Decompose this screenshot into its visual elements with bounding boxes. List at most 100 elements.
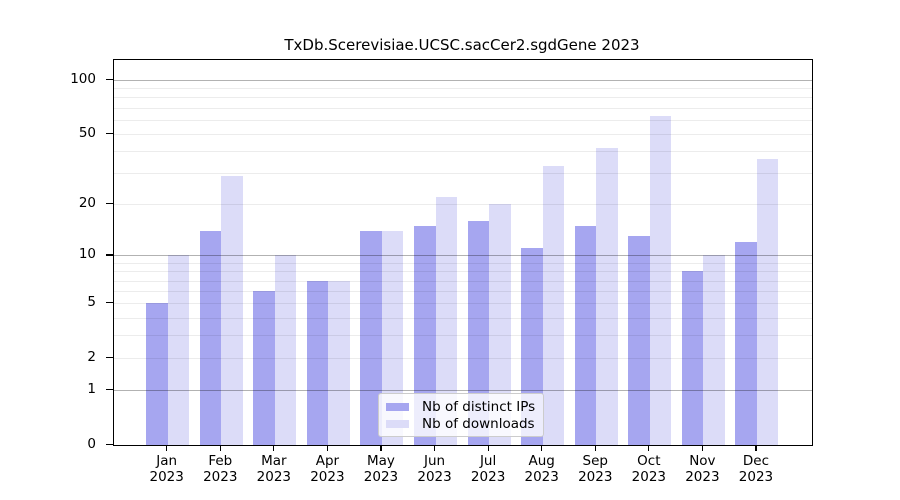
x-tick-label: Aug 2023 <box>510 453 574 485</box>
year-label: 2023 <box>470 469 506 485</box>
legend: Nb of distinct IPs Nb of downloads <box>378 393 544 437</box>
year-label: 2023 <box>203 469 238 485</box>
minor-gridline <box>114 88 812 90</box>
legend-label-distinct-ips: Nb of distinct IPs <box>422 398 536 415</box>
bar-downloads <box>596 147 618 445</box>
x-tick-label: Jul 2023 <box>456 453 520 485</box>
y-tick-label: 0 <box>87 436 96 452</box>
bar-distinct-ips <box>199 230 222 445</box>
x-tick-label: Jan 2023 <box>135 453 199 485</box>
bar-distinct-ips <box>467 220 490 445</box>
bar-downloads <box>435 196 458 445</box>
month-label: Apr <box>315 453 340 469</box>
bar-distinct-ips <box>628 236 650 445</box>
y-tick-label: 50 <box>78 124 96 141</box>
bar-distinct-ips <box>360 230 382 445</box>
legend-swatch-downloads <box>386 419 409 428</box>
year-label: 2023 <box>631 469 666 485</box>
month-label: Jul <box>479 453 497 469</box>
x-tick-mark <box>433 444 436 451</box>
x-tick-mark <box>273 444 275 451</box>
bar-downloads <box>703 255 725 445</box>
y-tick-label: 10 <box>78 246 96 263</box>
x-tick-label: Nov 2023 <box>670 453 734 485</box>
year-label: 2023 <box>310 469 345 485</box>
legend-swatch-distinct-ips <box>386 402 409 411</box>
y-tick-label: 1 <box>87 381 96 398</box>
bar-distinct-ips <box>681 271 704 445</box>
minor-gridline <box>114 173 812 175</box>
y-tick-mark <box>106 444 113 446</box>
legend-row: Nb of distinct IPs <box>386 398 535 415</box>
bar-downloads <box>381 230 404 445</box>
minor-gridline <box>114 271 812 273</box>
y-tick-label: 2 <box>87 349 96 366</box>
bar-downloads <box>489 204 511 445</box>
y-tick-mark <box>106 389 113 391</box>
bar-downloads <box>274 255 297 445</box>
y-tick-label: 5 <box>87 294 96 311</box>
year-label: 2023 <box>149 469 184 485</box>
year-label: 2023 <box>578 469 613 485</box>
x-tick-label: Feb 2023 <box>188 453 252 485</box>
minor-gridline <box>114 335 812 337</box>
bar-distinct-ips <box>414 225 436 445</box>
legend-row: Nb of downloads <box>386 415 535 432</box>
y-tick-mark <box>106 203 113 205</box>
month-label: Jan <box>156 453 178 469</box>
year-label: 2023 <box>256 469 291 485</box>
bar-downloads <box>167 255 190 445</box>
x-tick-mark <box>541 444 543 451</box>
month-label: Mar <box>261 453 287 469</box>
minor-gridline <box>114 107 812 109</box>
x-tick-mark <box>701 444 703 451</box>
minor-gridline <box>114 133 812 135</box>
bar-distinct-ips <box>253 291 275 445</box>
x-tick-mark <box>380 444 382 451</box>
x-tick-mark <box>219 444 221 451</box>
plot-area <box>113 59 813 446</box>
minor-gridline <box>114 119 812 121</box>
minor-gridline <box>114 262 812 264</box>
minor-gridline <box>114 151 812 153</box>
major-gridline <box>114 79 812 81</box>
bar-distinct-ips <box>735 242 757 445</box>
x-tick-label: Apr 2023 <box>295 453 359 485</box>
month-label: Dec <box>742 453 770 469</box>
x-tick-mark <box>594 444 596 451</box>
year-label: 2023 <box>685 469 720 485</box>
y-tick-mark <box>106 254 113 256</box>
y-tick-mark <box>106 357 113 359</box>
minor-gridline <box>114 317 812 319</box>
x-tick-mark <box>166 444 168 451</box>
y-tick-mark <box>106 132 113 135</box>
bar-downloads <box>328 280 350 445</box>
month-label: Sep <box>582 453 608 469</box>
month-label: Nov <box>689 453 716 469</box>
x-tick-mark <box>487 444 489 451</box>
minor-gridline <box>114 280 812 282</box>
month-label: Aug <box>528 453 555 469</box>
x-tick-label: Oct 2023 <box>617 453 681 485</box>
bar-downloads <box>542 166 565 445</box>
month-label: Oct <box>637 453 661 469</box>
month-label: May <box>367 453 395 469</box>
minor-gridline <box>114 291 812 293</box>
minor-gridline <box>114 358 812 360</box>
minor-gridline <box>114 97 812 99</box>
bar-distinct-ips <box>306 280 329 445</box>
year-label: 2023 <box>363 469 399 485</box>
month-label: Jun <box>424 453 446 469</box>
y-tick-label: 20 <box>78 195 96 212</box>
x-tick-mark <box>755 444 757 451</box>
x-tick-mark <box>648 444 650 451</box>
bar-distinct-ips <box>574 225 597 445</box>
major-gridline <box>114 255 812 257</box>
major-gridline <box>114 390 812 392</box>
year-label: 2023 <box>524 469 559 485</box>
chart-title: TxDb.Scerevisiae.UCSC.sacCer2.sgdGene 20… <box>284 36 640 54</box>
bar-downloads <box>649 116 672 445</box>
minor-gridline <box>114 204 812 206</box>
x-tick-label: Sep 2023 <box>563 453 627 485</box>
